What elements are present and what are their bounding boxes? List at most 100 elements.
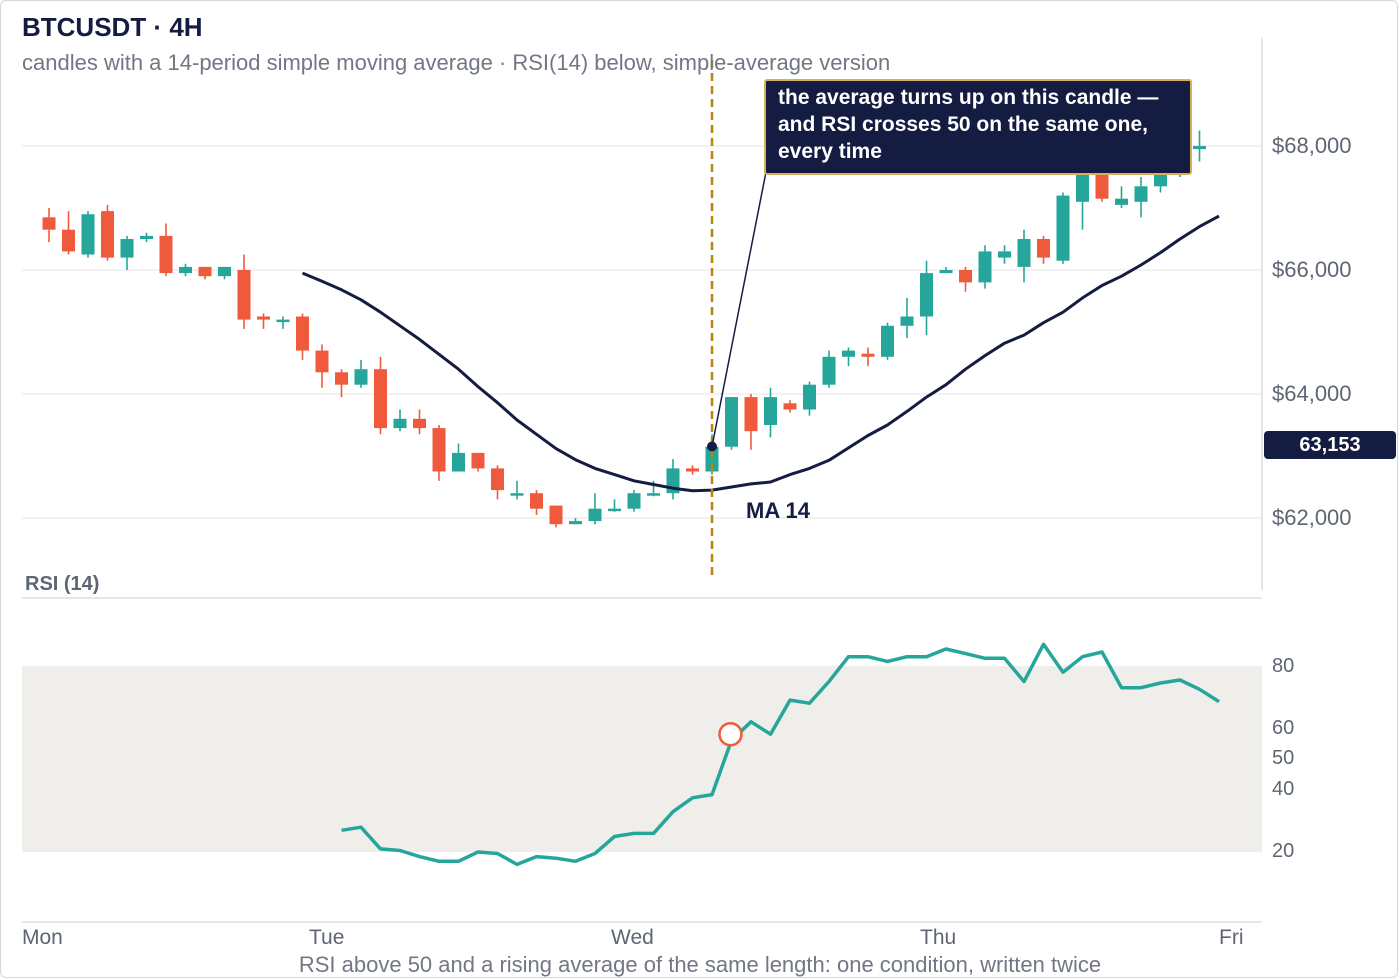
- candle: [374, 356, 387, 435]
- candle: [881, 322, 894, 360]
- candle: [900, 297, 914, 339]
- candle-body: [627, 493, 641, 509]
- rsi-tick-label: 40: [1272, 778, 1295, 800]
- candle: [237, 254, 251, 329]
- candle-body: [803, 384, 816, 410]
- day-tick-label: Fri: [1219, 926, 1244, 949]
- ma-line: [301, 214, 1220, 493]
- candle: [510, 480, 524, 500]
- candle-body: [276, 319, 290, 323]
- candle: [1115, 186, 1128, 208]
- candle: [101, 204, 114, 261]
- candle-body: [978, 251, 992, 283]
- candle-body: [686, 468, 699, 472]
- candle-body: [744, 397, 758, 432]
- candle: [393, 409, 407, 432]
- callout-leader: [711, 171, 767, 447]
- day-tick-label: Thu: [920, 926, 957, 949]
- chart-title: BTCUSDT · 4H: [22, 12, 203, 42]
- candle-body: [198, 266, 212, 277]
- candle: [354, 359, 368, 388]
- candle-body: [783, 403, 797, 410]
- candle: [257, 313, 270, 329]
- candle-body: [1095, 167, 1109, 199]
- candle: [335, 369, 348, 398]
- candle: [608, 499, 621, 512]
- candle-body: [432, 428, 446, 472]
- candle-body: [725, 397, 738, 447]
- candle: [179, 263, 192, 277]
- candle-body: [881, 325, 894, 357]
- rsi-tick-label: 80: [1272, 655, 1295, 677]
- candle: [471, 452, 485, 472]
- candle-body: [354, 369, 368, 385]
- candle: [530, 490, 543, 515]
- candle-body: [588, 508, 602, 522]
- candle: [218, 266, 231, 280]
- candle: [315, 344, 329, 388]
- candle: [861, 347, 875, 367]
- candle: [588, 493, 602, 525]
- price-tick-label: $68,000: [1272, 133, 1352, 158]
- candle-body: [861, 353, 875, 357]
- candle: [432, 425, 446, 481]
- candle-body: [491, 468, 504, 491]
- candle-body: [120, 239, 134, 258]
- candle: [959, 266, 972, 292]
- candle-body: [452, 452, 465, 472]
- candle-body: [939, 270, 953, 274]
- candle: [998, 245, 1011, 264]
- candle-body: [218, 266, 231, 277]
- candle: [764, 387, 777, 438]
- candle-body: [335, 372, 348, 385]
- price-tick-label: $62,000: [1272, 505, 1352, 530]
- candle-body: [959, 270, 972, 283]
- candle: [120, 235, 134, 270]
- rsi-band: [22, 666, 1262, 852]
- candle-body: [1017, 239, 1031, 267]
- candle-body: [1193, 146, 1206, 150]
- rsi-tick-label: 50: [1272, 747, 1295, 769]
- candle-body: [374, 369, 387, 429]
- annotation-callout: the average turns up on this candle — an…: [764, 79, 1192, 175]
- rsi-band-layer: [22, 666, 1262, 852]
- rsi-line: [341, 642, 1220, 867]
- candle: [803, 381, 816, 416]
- day-tick-label: Wed: [611, 926, 654, 949]
- candle-body: [413, 418, 426, 429]
- candle-body: [159, 235, 173, 274]
- candle: [159, 223, 173, 277]
- candle: [1134, 177, 1148, 218]
- candle: [140, 232, 153, 243]
- candle-body: [471, 452, 485, 469]
- candle: [198, 266, 212, 280]
- candle-body: [549, 505, 563, 525]
- day-tick-label: Mon: [22, 926, 63, 949]
- candle: [666, 459, 680, 500]
- candle-body: [822, 356, 836, 385]
- candle: [783, 400, 797, 413]
- candle: [842, 347, 855, 367]
- candle: [920, 260, 933, 336]
- candle-body: [647, 493, 660, 496]
- rsi-panel-label: RSI (14): [25, 573, 100, 595]
- rsi-cross-marker: [718, 721, 743, 747]
- last-price-badge: 63,153: [1264, 431, 1396, 459]
- candle-body: [296, 316, 309, 351]
- day-tick-label: Tue: [309, 926, 345, 949]
- ma-layer: [301, 214, 1220, 493]
- candle: [1017, 229, 1031, 283]
- candle: [569, 518, 582, 525]
- candle: [744, 394, 758, 450]
- candle-body: [81, 214, 95, 255]
- candle: [1056, 192, 1070, 264]
- candle-body: [998, 251, 1011, 258]
- candle: [62, 211, 75, 255]
- candle: [686, 465, 699, 475]
- candle-body: [510, 493, 524, 496]
- candle: [491, 465, 504, 500]
- chart-subtitle: candles with a 14-period simple moving a…: [22, 50, 891, 75]
- candle-body: [1037, 239, 1050, 258]
- candle-body: [257, 316, 270, 320]
